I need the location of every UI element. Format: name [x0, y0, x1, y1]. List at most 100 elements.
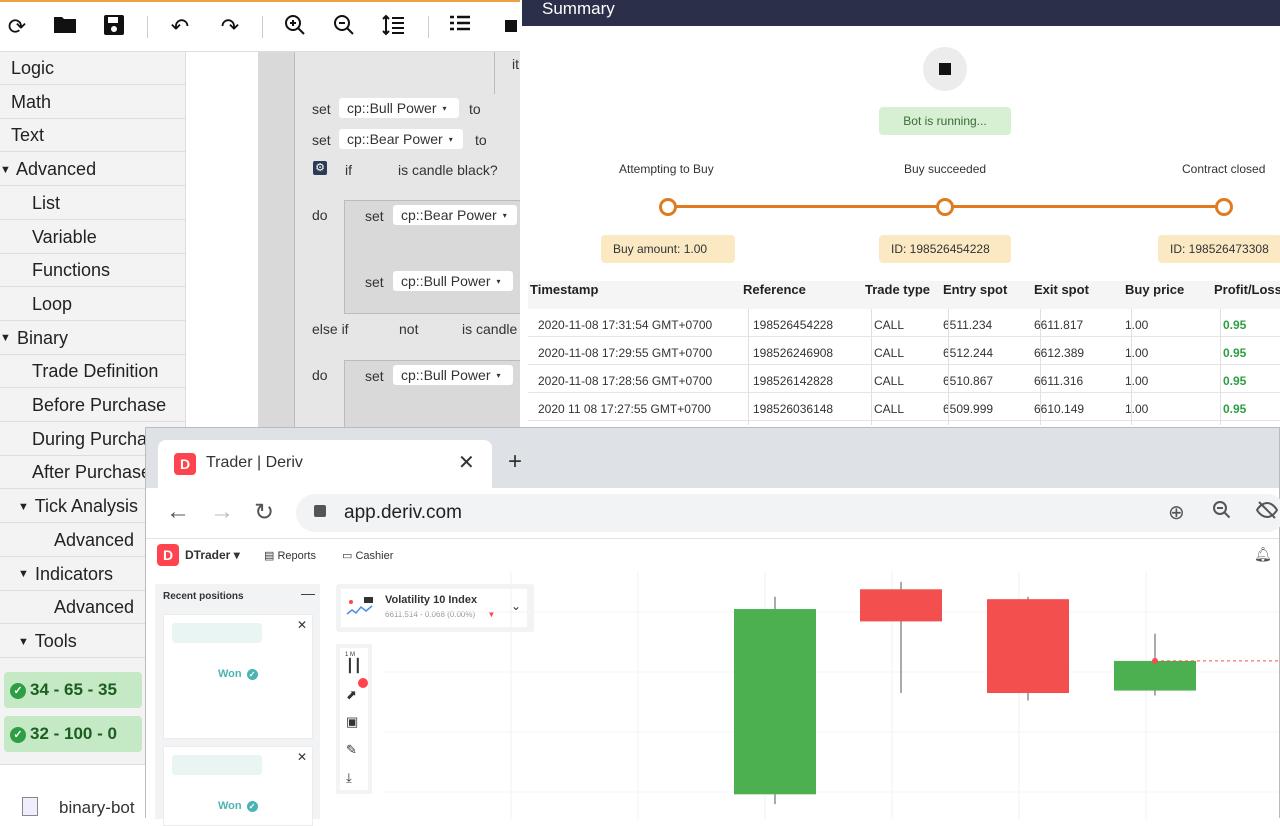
list-icon[interactable]: [447, 14, 473, 40]
app-switcher[interactable]: DTrader ▾: [185, 548, 240, 562]
variable-dropdown-label: cp::Bear Power: [401, 207, 497, 223]
url-text: app.deriv.com: [344, 502, 462, 523]
toolbox-category[interactable]: During Purcha: [0, 423, 185, 456]
reload-icon[interactable]: ↻: [254, 499, 275, 526]
symbol-selector[interactable]: Volatility 10 Index 6611.514 - 0.068 (0.…: [336, 584, 534, 632]
zoom-in-icon[interactable]: [282, 14, 308, 40]
variable-dropdown[interactable]: cp::Bull Power ▾: [393, 365, 513, 385]
toolbox-category[interactable]: Logic: [0, 52, 185, 85]
reports-link[interactable]: ▤ Reports: [264, 550, 316, 562]
comparison-icon[interactable]: ▣: [346, 714, 359, 729]
toolbox-category[interactable]: Loop: [0, 288, 185, 321]
zoom-icon[interactable]: ⊕: [1168, 502, 1185, 524]
browser-tab[interactable]: D Trader | Deriv ✕: [158, 440, 492, 488]
zoom-out-icon[interactable]: [1212, 500, 1232, 526]
variable-dropdown[interactable]: cp::Bull Power ▾: [393, 271, 513, 291]
stop-bot-button[interactable]: [923, 47, 967, 91]
variable-dropdown[interactable]: cp::Bear Power ▾: [393, 205, 517, 225]
refresh-icon[interactable]: ⟳: [7, 14, 27, 39]
tab-title: Trader | Deriv: [206, 454, 303, 471]
table-cell: 6612.389: [1034, 346, 1085, 360]
toolbox-category[interactable]: ▼ Tick Analysis: [0, 490, 185, 524]
toolbox-category[interactable]: Advanced: [0, 591, 185, 625]
toolbar-divider: [428, 16, 429, 38]
toolbox-category[interactable]: ▼ Binary: [0, 322, 185, 355]
zoom-out-icon[interactable]: [331, 14, 357, 40]
toolbox-category[interactable]: Functions: [0, 254, 185, 288]
toolbox-category[interactable]: List: [0, 187, 185, 220]
result-chip[interactable]: ✓ 32 - 100 - 0: [4, 716, 142, 752]
toolbox-category-label: Variable: [32, 226, 97, 247]
recent-positions-panel: Recent positions — ✕ Won ✓ ✕ Won ✓: [155, 584, 320, 826]
collapse-icon[interactable]: —: [301, 585, 315, 601]
table-cell: CALL: [874, 402, 905, 416]
drawing-icon[interactable]: ✎: [346, 742, 357, 757]
timeline-node: [659, 198, 677, 216]
cashier-link[interactable]: ▭ Cashier: [342, 550, 394, 562]
toolbox-category[interactable]: Math: [0, 86, 185, 119]
symbol-name: Volatility 10 Index: [385, 594, 478, 606]
expand-arrow-icon: ▼: [18, 568, 29, 581]
indicators-icon[interactable]: ⬈: [346, 687, 357, 702]
table-cell: 6512.244: [943, 346, 994, 360]
won-badge: Won ✓: [218, 800, 258, 812]
result-chip[interactable]: ✓ 34 - 65 - 35: [4, 672, 142, 708]
stop-icon: [939, 63, 951, 75]
sort-icon[interactable]: [381, 14, 407, 40]
stop-icon[interactable]: [498, 14, 524, 40]
browser-window: D Trader | Deriv ✕ + ← → ↻ app.deriv.com…: [145, 427, 1280, 826]
back-icon[interactable]: ←: [166, 498, 190, 525]
price-chart[interactable]: [384, 572, 1279, 819]
toolbox-category[interactable]: Text: [0, 119, 185, 153]
browser-navbar: ← → ↻ app.deriv.com ⊕: [146, 488, 1280, 539]
table-cell: 2020-11-08 17:31:54 GMT+0700: [538, 318, 713, 332]
toolbox-category[interactable]: After Purchase: [0, 456, 185, 490]
not-label: not: [399, 321, 419, 337]
close-icon[interactable]: ✕: [458, 452, 475, 474]
table-cell: CALL: [874, 374, 905, 388]
result-chip-label: 32 - 100 - 0: [30, 724, 117, 743]
toolbox-category[interactable]: Before Purchase: [0, 389, 185, 422]
toolbox-category[interactable]: ▼ Indicators: [0, 558, 185, 591]
toolbox-category[interactable]: Trade Definition: [0, 355, 185, 389]
download-filename[interactable]: binary-bot: [59, 798, 135, 817]
variable-dropdown[interactable]: cp::Bear Power ▾: [339, 129, 463, 149]
close-icon[interactable]: ✕: [297, 750, 308, 764]
variable-dropdown[interactable]: cp::Bull Power ▾: [339, 98, 459, 118]
toolbox-category[interactable]: ▼ Advanced: [0, 153, 185, 187]
toolbox-category[interactable]: Variable: [0, 221, 185, 254]
save-icon[interactable]: [101, 14, 127, 40]
download-icon[interactable]: ⤓: [346, 770, 352, 785]
variable-dropdown-label: cp::Bull Power: [347, 100, 437, 116]
set-label: set: [365, 274, 384, 290]
set-label: set: [365, 368, 384, 384]
position-card[interactable]: ✕ Won ✓: [163, 614, 313, 739]
set-label: set: [365, 208, 384, 224]
toolbox-category[interactable]: Advanced: [0, 524, 185, 557]
chart-toolbar: 1 M ┃┃ ⬈ ▣ ✎ ⤓: [336, 644, 372, 794]
eye-off-icon[interactable]: [1255, 500, 1279, 526]
undo-icon[interactable]: ↶: [170, 14, 190, 39]
folder-icon[interactable]: [52, 14, 78, 40]
table-cell: 2020-11-08 17:28:56 GMT+0700: [538, 374, 713, 388]
position-card[interactable]: ✕ Won ✓: [163, 746, 313, 826]
gear-icon[interactable]: ⚙: [313, 161, 327, 175]
table-cell: 6611.817: [1034, 318, 1084, 332]
new-tab-icon[interactable]: +: [508, 448, 523, 475]
expand-arrow-icon: ▼: [18, 635, 29, 648]
forward-icon[interactable]: →: [210, 498, 234, 525]
column-header: Profit/Loss: [1214, 282, 1280, 297]
table-cell: 198526454228: [753, 318, 834, 332]
toolbar-divider: [147, 16, 148, 38]
candle-type-icon[interactable]: ┃┃: [346, 658, 362, 673]
address-bar[interactable]: app.deriv.com ⊕: [296, 494, 1280, 532]
close-icon[interactable]: ✕: [297, 618, 308, 632]
blockly-workspace[interactable]: it set cp::Bull Power ▾ to set cp::Bear P…: [186, 52, 521, 434]
redo-icon[interactable]: ↷: [220, 14, 240, 39]
bell-icon[interactable]: 🔔︎: [1254, 546, 1272, 562]
expand-arrow-icon: ▼: [0, 163, 11, 176]
table-cell: CALL: [874, 318, 905, 332]
table-header: [528, 281, 1280, 309]
toolbox-category[interactable]: ▼ Tools: [0, 625, 185, 658]
toolbox-category-label: After Purchase: [32, 462, 152, 483]
